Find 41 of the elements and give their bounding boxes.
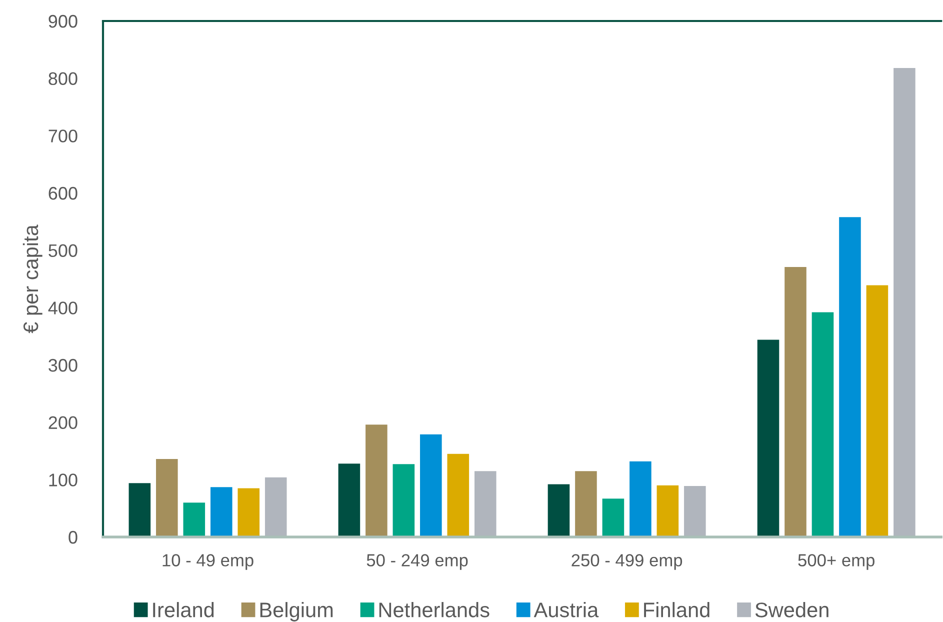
legend-label: Finland — [644, 602, 710, 618]
bar — [757, 340, 780, 537]
bar — [812, 312, 834, 537]
legend-label: Ireland — [153, 602, 214, 618]
y-axis-title: € per capita — [22, 224, 42, 334]
bar — [602, 498, 624, 537]
bar — [420, 434, 442, 537]
bar — [548, 484, 570, 537]
x-tick-label: 500+ emp — [798, 554, 874, 570]
y-tick-label: 100 — [49, 474, 78, 486]
bar — [784, 266, 806, 537]
legend-label: Netherlands — [379, 602, 490, 618]
bar — [128, 483, 151, 537]
legend-label: Sweden — [755, 602, 828, 618]
bar — [366, 424, 388, 537]
bar — [866, 285, 888, 537]
bar — [183, 502, 206, 537]
bar — [630, 461, 652, 537]
legend-label: Austria — [534, 602, 599, 618]
y-tick-label: 300 — [48, 358, 78, 372]
x-tick-label: 10 - 49 emp — [162, 554, 254, 570]
y-tick-label: 0 — [68, 530, 78, 544]
bar — [392, 464, 415, 537]
bar — [575, 471, 597, 537]
y-tick-label: 500 — [48, 244, 78, 258]
y-tick-label: 900 — [48, 14, 78, 28]
y-tick-label: 800 — [48, 72, 78, 86]
bar — [156, 459, 178, 537]
x-tick-label: 50 - 249 emp — [366, 554, 468, 570]
bar — [447, 454, 470, 537]
bar — [338, 464, 360, 537]
bar — [238, 488, 260, 537]
y-tick-label: 400 — [48, 302, 78, 314]
y-tick-label: 200 — [48, 416, 78, 430]
x-tick-label: 250 - 499 emp — [572, 554, 682, 570]
bar — [656, 485, 679, 537]
y-tick-label: 600 — [48, 186, 78, 200]
bar — [210, 487, 232, 537]
bar — [839, 217, 861, 537]
legend-label: Belgium — [260, 602, 333, 622]
y-tick-label: 700 — [48, 130, 78, 142]
